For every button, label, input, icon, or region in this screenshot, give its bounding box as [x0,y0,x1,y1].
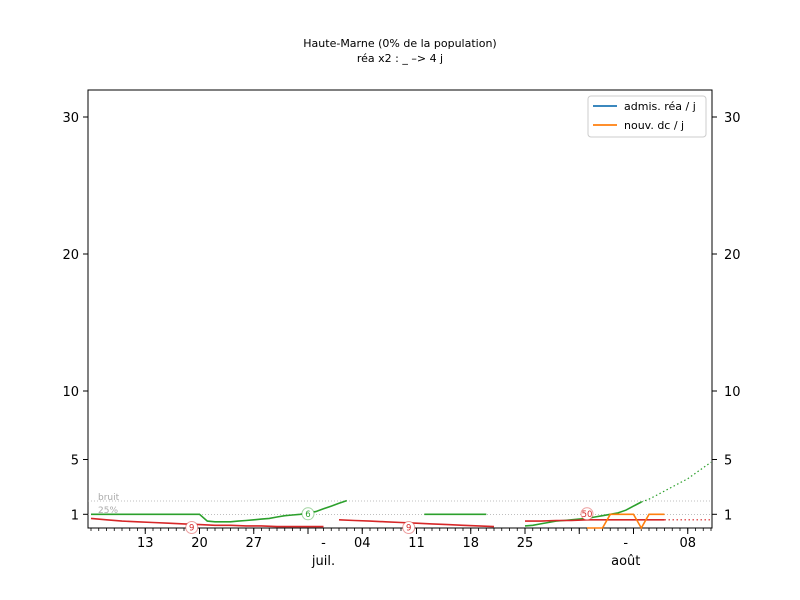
series-line-6-0 [525,518,665,522]
value-marker-circle-0 [185,521,199,534]
y-tick-label-right-5: 5 [724,454,732,469]
x-tick-label-3: - [321,536,326,551]
series-line-5-0 [338,519,495,528]
x-axis: 13 20 27 - 04 11 18 25 - 08 juil. août [90,528,712,569]
marker-layer: 9 6 9 50 [185,507,594,534]
y-axes: 1 1 5 5 10 10 20 20 30 30 [62,111,740,523]
chart-subtitle: réa x2 : _ –> 4 j [357,52,443,65]
series-line-8-0 [587,513,665,530]
y-tick-label-right-1: 1 [724,508,732,523]
x-tick-label-6: 18 [462,536,479,551]
x-tick-label-9: 08 [679,536,696,551]
legend-label-admis: admis. réa / j [624,100,696,113]
y-tick-label-left-30: 30 [62,111,79,126]
x-tick-label-8: - [623,536,628,551]
value-marker-label-3: 50 [582,510,593,520]
value-marker-circle-3 [580,507,594,521]
series-line-3-0 [641,461,712,503]
x-tick-label-2: 27 [245,536,262,551]
series-line-4-0 [90,517,324,528]
x-tick-label-5: 11 [408,536,425,551]
y-tick-label-right-10: 10 [724,385,741,400]
y-tick-label-right-20: 20 [724,248,741,263]
y-tick-label-right-30: 30 [724,111,741,126]
legend-label-dc: nouv. dc / j [624,119,684,132]
x-tick-label-1: 20 [191,536,208,551]
value-marker-label-1: 6 [305,510,310,520]
value-marker-label-0: 9 [189,524,194,534]
series-line-2-0 [524,501,642,527]
x-tick-label-7: 25 [517,536,534,551]
legend-box [587,95,707,138]
y-tick-label-left-5: 5 [71,454,79,469]
value-marker-label-2: 9 [406,524,411,534]
plot-frame [87,89,713,529]
threshold-label-25: 25% [98,506,118,516]
y-tick-label-left-1: 1 [71,508,79,523]
legend: admis. réa / j nouv. dc / j [587,95,707,138]
x-tick-label-4: 04 [354,536,371,551]
x-tick-label-0: 13 [137,536,154,551]
threshold-label-bruit: bruit [98,493,120,503]
value-marker-circle-1 [301,507,315,521]
chart-title: Haute-Marne (0% de la population) [303,37,496,50]
x-month-label-1: août [611,554,640,569]
value-marker-circle-2 [402,521,416,534]
y-tick-label-left-10: 10 [62,385,79,400]
y-tick-label-left-20: 20 [62,248,79,263]
x-month-label-0: juil. [311,554,335,569]
